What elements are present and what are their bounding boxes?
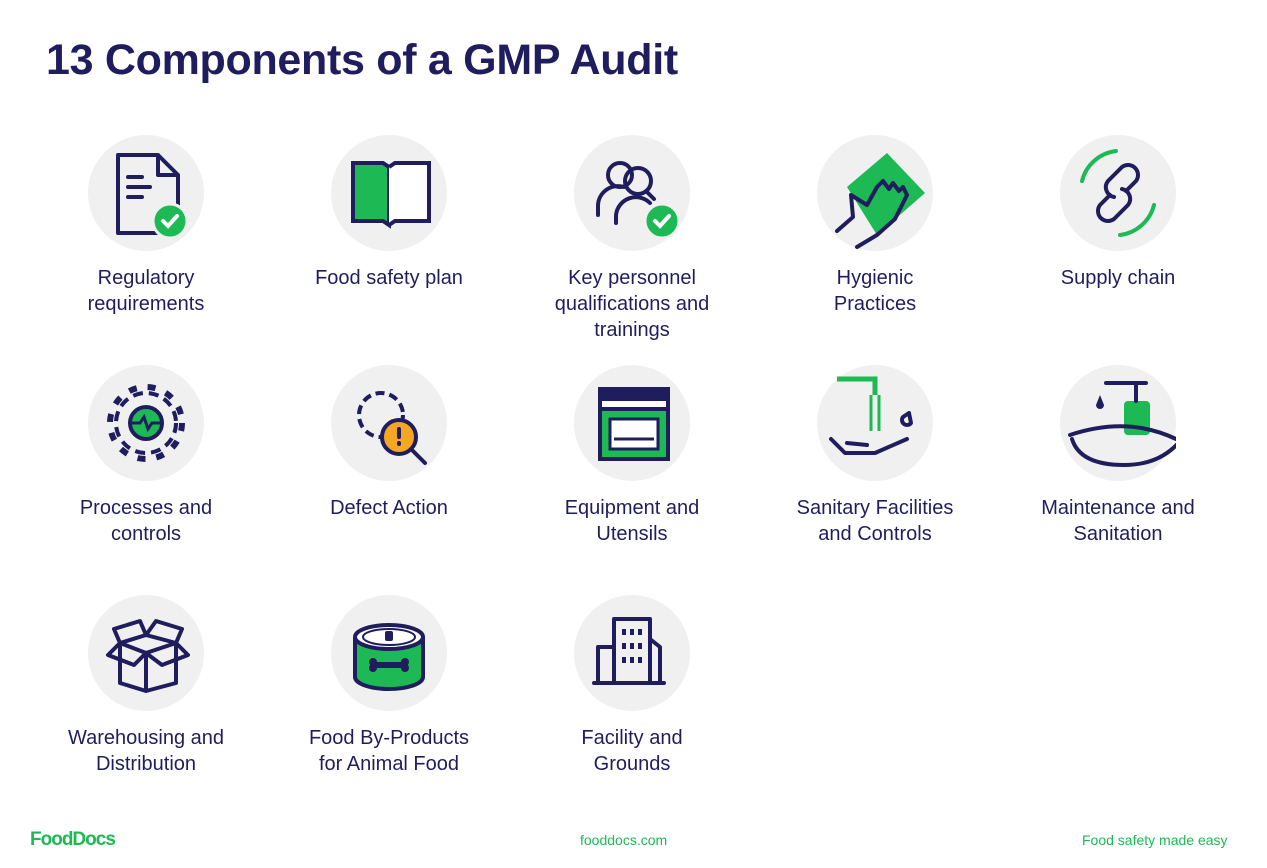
component-label: Supply chain xyxy=(1060,267,1176,289)
icon-circle xyxy=(1060,365,1176,481)
page-title: 13 Components of a GMP Audit xyxy=(46,36,678,84)
icon-circle xyxy=(574,365,690,481)
open-book-icon xyxy=(351,161,431,229)
gear-pulse-icon xyxy=(107,384,185,462)
chain-link-icon xyxy=(1080,149,1156,237)
faucet-hand-icon xyxy=(829,376,913,455)
component-label: Food safety plan xyxy=(315,267,463,289)
soap-dispenser-sink-icon xyxy=(1068,381,1176,467)
fooddocs-logo: FoodDocs xyxy=(30,829,116,850)
pet-food-can-icon xyxy=(353,623,425,691)
icon-circle xyxy=(331,595,447,711)
buildings-icon xyxy=(592,617,666,685)
icon-circle xyxy=(88,365,204,481)
component-label: Regulatory requirements xyxy=(87,267,205,315)
footer-tagline: Food safety made easy xyxy=(1082,832,1228,848)
component-label: Hygienic Practices xyxy=(833,267,917,315)
component-label: Warehousing and Distribution xyxy=(67,727,225,775)
icon-circle xyxy=(817,365,933,481)
component-label: Facility and Grounds xyxy=(581,727,683,775)
icon-circle xyxy=(1060,135,1176,251)
icon-circle xyxy=(574,595,690,711)
component-label: Equipment and Utensils xyxy=(564,497,700,545)
icon-circle xyxy=(574,135,690,251)
component-label: Sanitary Facilities and Controls xyxy=(796,497,954,545)
icon-circle xyxy=(88,135,204,251)
icon-circle xyxy=(817,135,933,251)
oven-icon xyxy=(598,387,670,461)
people-check-icon xyxy=(596,161,681,240)
icon-circle xyxy=(88,595,204,711)
component-label: Food By-Products for Animal Food xyxy=(308,727,470,775)
icon-circle xyxy=(331,135,447,251)
gear-magnifier-alert-icon xyxy=(357,391,427,465)
icon-circle xyxy=(331,365,447,481)
hand-wiping-icon xyxy=(835,153,925,249)
footer-website: fooddocs.com xyxy=(580,832,668,848)
open-box-icon xyxy=(106,619,190,693)
component-label: Processes and controls xyxy=(79,497,213,545)
component-label: Maintenance and Sanitation xyxy=(1041,497,1195,545)
document-check-icon xyxy=(116,153,189,240)
component-label: Defect Action xyxy=(330,497,448,519)
component-label: Key personnel qualifications and trainin… xyxy=(554,267,710,341)
